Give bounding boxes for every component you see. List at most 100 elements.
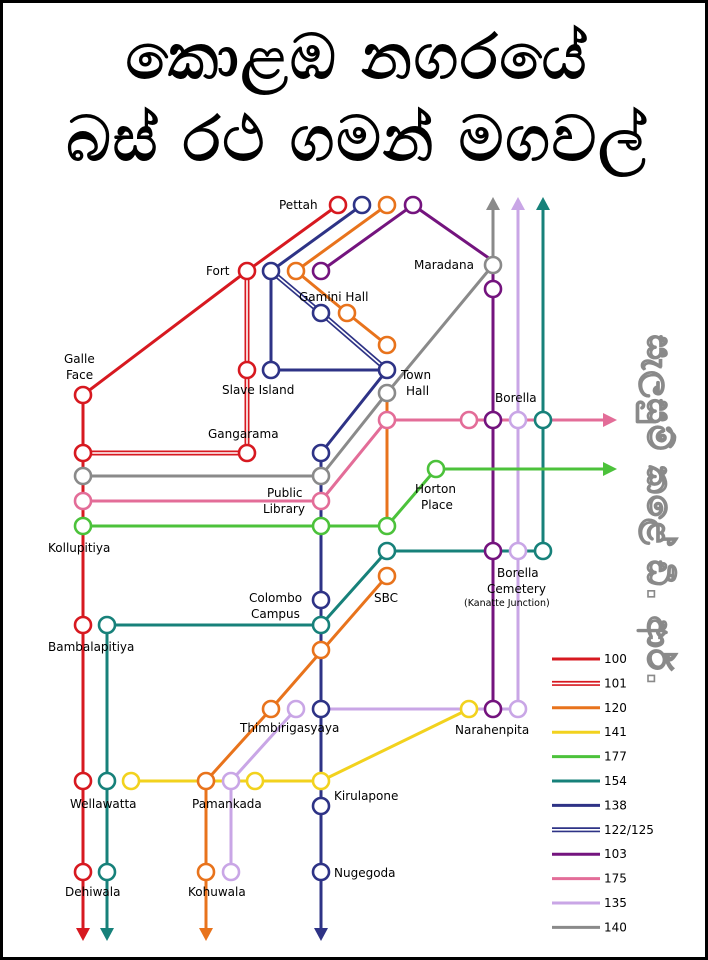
route-135-arrow [511, 197, 525, 210]
stop-town-hall-140 [377, 383, 397, 403]
stop-gamini-120b [377, 335, 397, 355]
stop-pettah-103 [403, 195, 423, 215]
stop-fort-100 [237, 261, 257, 281]
legend-route-label: 141 [604, 725, 627, 739]
stop-wellawatta-154 [97, 771, 117, 791]
legend-item-122-125: 122/125 [552, 823, 654, 837]
label-thimbirigasyaya: Thimbirigasyaya [239, 721, 339, 735]
label-town-hall-line2: Hall [406, 384, 429, 398]
legend-item-103: 103 [552, 847, 627, 861]
route-177-line [81, 467, 605, 528]
legend-route-label: 140 [604, 920, 627, 934]
stop-fort-138 [261, 261, 281, 281]
label-dehiwala: Dehiwala [65, 885, 120, 899]
stop-borella-103 [483, 410, 503, 430]
legend-route-label: 101 [604, 676, 627, 690]
stop-pamankada-120 [196, 771, 216, 791]
route-120-arrow [199, 928, 213, 941]
label-narahenpita: Narahenpita [455, 723, 529, 737]
route-101-inner [82, 270, 248, 454]
route-140-line [81, 206, 495, 478]
stop-nugegoda-138 [311, 862, 331, 882]
legend-route-label: 122/125 [604, 823, 654, 837]
route-122-125-inner [270, 270, 388, 371]
legend-route-label: 177 [604, 750, 627, 764]
stop-borella-135 [508, 410, 528, 430]
label-public-library-line2: Library [263, 502, 305, 516]
label-sbc: SBC [374, 591, 398, 605]
stop-bambalapitiya-154 [97, 615, 117, 635]
stop-pettah-120 [377, 195, 397, 215]
stop-library-140b [311, 466, 331, 486]
label-fort: Fort [206, 264, 230, 278]
stop-cemetery-154a [377, 541, 397, 561]
label-pamankada: Pamankada [192, 797, 262, 811]
stop-campus-154 [311, 615, 331, 635]
legend-item-101: 101 [552, 676, 627, 690]
legend-item-175: 175 [552, 872, 627, 886]
legend-item-141: 141 [552, 725, 627, 739]
stop-narahenpita-135 [508, 699, 528, 719]
stop-gamini-122 [311, 303, 331, 323]
stop-town-hall-138 [377, 360, 397, 380]
stop-markers [73, 195, 553, 882]
stop-library-175a [73, 491, 93, 511]
label-horton-place-line2: Place [421, 498, 453, 512]
stop-fort-103 [311, 261, 331, 281]
stop-gangarama-101a [73, 443, 93, 463]
route-legend: 100 101 120 141 177 154 138 122/125 103 175 135 140 [552, 652, 654, 934]
stop-pettah-100 [328, 195, 348, 215]
route-101-line [80, 268, 250, 456]
route-103-branch [319, 203, 415, 273]
stop-dehiwala-154 [97, 862, 117, 882]
stop-maradana-140 [483, 255, 503, 275]
label-borella: Borella [495, 391, 537, 405]
route-175-arrow [603, 413, 617, 427]
legend-route-label: 135 [604, 896, 627, 910]
stop-library-175b [311, 491, 331, 511]
route-154-line [105, 206, 545, 933]
label-kollupitiya: Kollupitiya [48, 541, 110, 555]
legend-route-label: 154 [604, 774, 627, 788]
route-154-arrow-bottom [100, 928, 114, 941]
label-nugegoda: Nugegoda [334, 866, 396, 880]
stop-cemetery-154b [533, 541, 553, 561]
stop-slave-island-101 [237, 360, 257, 380]
stop-pamankada-135 [221, 771, 241, 791]
route-177-arrow [603, 462, 617, 476]
label-public-library-line1: Public [267, 486, 303, 500]
route-map: Pettah Fort Maradana Gamini Hall Galle F… [48, 195, 654, 941]
place-labels: Pettah Fort Maradana Gamini Hall Galle F… [48, 198, 550, 899]
stop-kohuwala-120 [196, 862, 216, 882]
route-100-arrow [76, 928, 90, 941]
label-borella-cemetery-line1: Borella [497, 566, 539, 580]
route-154-arrow-top [536, 197, 550, 210]
stop-maradana-103 [483, 279, 503, 299]
stop-narahenpita-103 [483, 699, 503, 719]
stop-galle-face-100 [73, 385, 93, 405]
stop-thimbiri-138 [311, 699, 331, 719]
stop-cemetery-135 [508, 541, 528, 561]
stop-kollupitiya-177c [377, 516, 397, 536]
route-140-arrow [486, 197, 500, 210]
stop-cemetery-103 [483, 541, 503, 561]
legend-route-label: 103 [604, 847, 627, 861]
legend-item-177: 177 [552, 750, 627, 764]
stop-borella-175 [459, 410, 479, 430]
legend-item-135: 135 [552, 896, 627, 910]
label-town-hall-line1: Town [400, 368, 431, 382]
stop-thimbiri-135a [286, 699, 306, 719]
route-141-line [129, 707, 471, 783]
label-gangarama: Gangarama [208, 427, 279, 441]
stop-borella-154 [533, 410, 553, 430]
stop-kirulapone-141 [311, 771, 331, 791]
label-horton-place-line1: Horton [415, 482, 456, 496]
stop-pettah-138 [352, 195, 372, 215]
legend-item-154: 154 [552, 774, 627, 788]
stop-kohuwala-135 [221, 862, 241, 882]
label-bambalapitiya: Bambalapitiya [48, 640, 134, 654]
stop-dehiwala-100 [73, 862, 93, 882]
legend-route-label: 138 [604, 798, 627, 812]
stop-wellawatta-100 [73, 771, 93, 791]
